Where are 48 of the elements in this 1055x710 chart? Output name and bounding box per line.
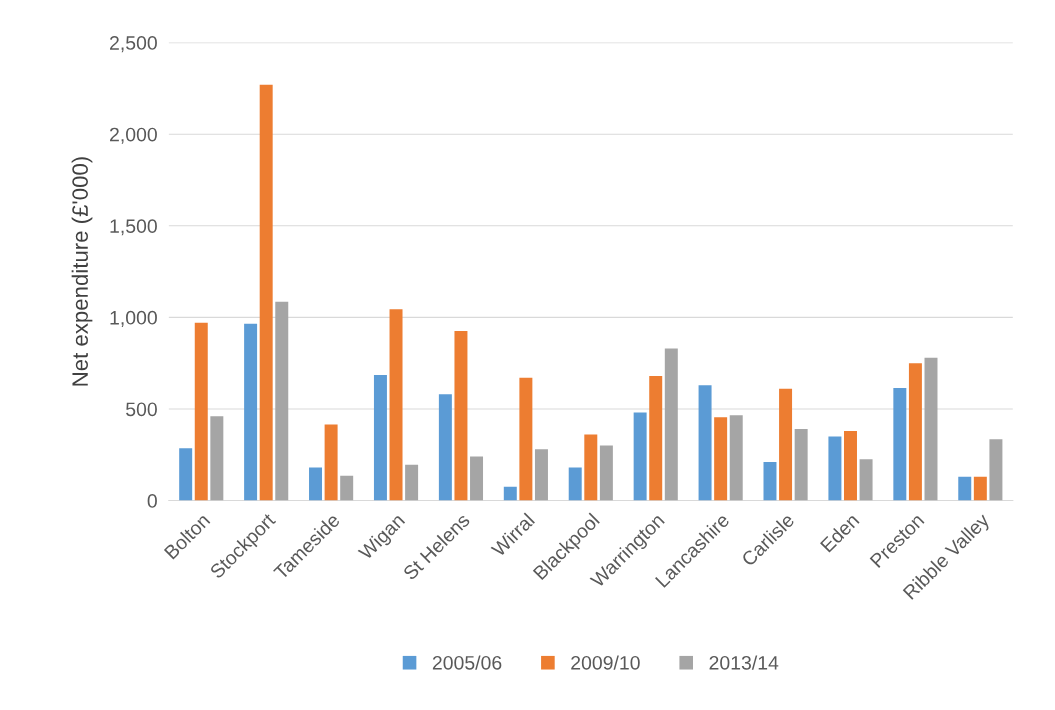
bar [470, 456, 484, 501]
bar [649, 375, 663, 501]
bar [405, 464, 419, 501]
bar [664, 348, 678, 501]
bar [309, 467, 323, 501]
bar [714, 417, 728, 501]
bar [633, 412, 647, 501]
bar [763, 462, 777, 501]
y-tick-label: 2,500 [110, 36, 157, 53]
y-axis-title: Net expenditure (£'000) [71, 157, 93, 386]
bar [389, 309, 403, 501]
bar [210, 416, 224, 501]
bar [568, 467, 582, 501]
y-tick-label: 1,000 [110, 310, 157, 327]
bar [503, 486, 517, 501]
bar [893, 387, 907, 501]
y-tick-label: 500 [126, 402, 157, 417]
bar [599, 445, 613, 501]
y-tick-label: 2,000 [110, 127, 157, 144]
bar [324, 424, 338, 501]
bar [275, 301, 289, 501]
bar [779, 388, 793, 501]
bar [194, 322, 208, 501]
bar [908, 363, 922, 501]
bar [828, 436, 842, 501]
bar [373, 375, 387, 501]
bar [584, 434, 598, 501]
bar [340, 475, 354, 501]
legend-label: 2013/14 [709, 655, 779, 670]
bar [794, 429, 808, 501]
y-tick-label: 0 [147, 494, 157, 508]
bar [438, 394, 452, 501]
bar [729, 415, 743, 501]
bar [179, 448, 193, 501]
bar [844, 430, 857, 501]
bar [698, 385, 712, 501]
bar [859, 459, 873, 501]
legend-label: 2009/10 [571, 655, 640, 670]
bar [259, 84, 273, 501]
bar [454, 331, 468, 501]
bar [534, 449, 548, 501]
bar [989, 439, 1003, 501]
bar [244, 323, 258, 501]
bar [924, 357, 938, 501]
bar [973, 476, 987, 501]
y-tick-label: 1,500 [110, 219, 157, 236]
bar [519, 377, 533, 501]
legend-label: 2005/06 [432, 655, 502, 670]
